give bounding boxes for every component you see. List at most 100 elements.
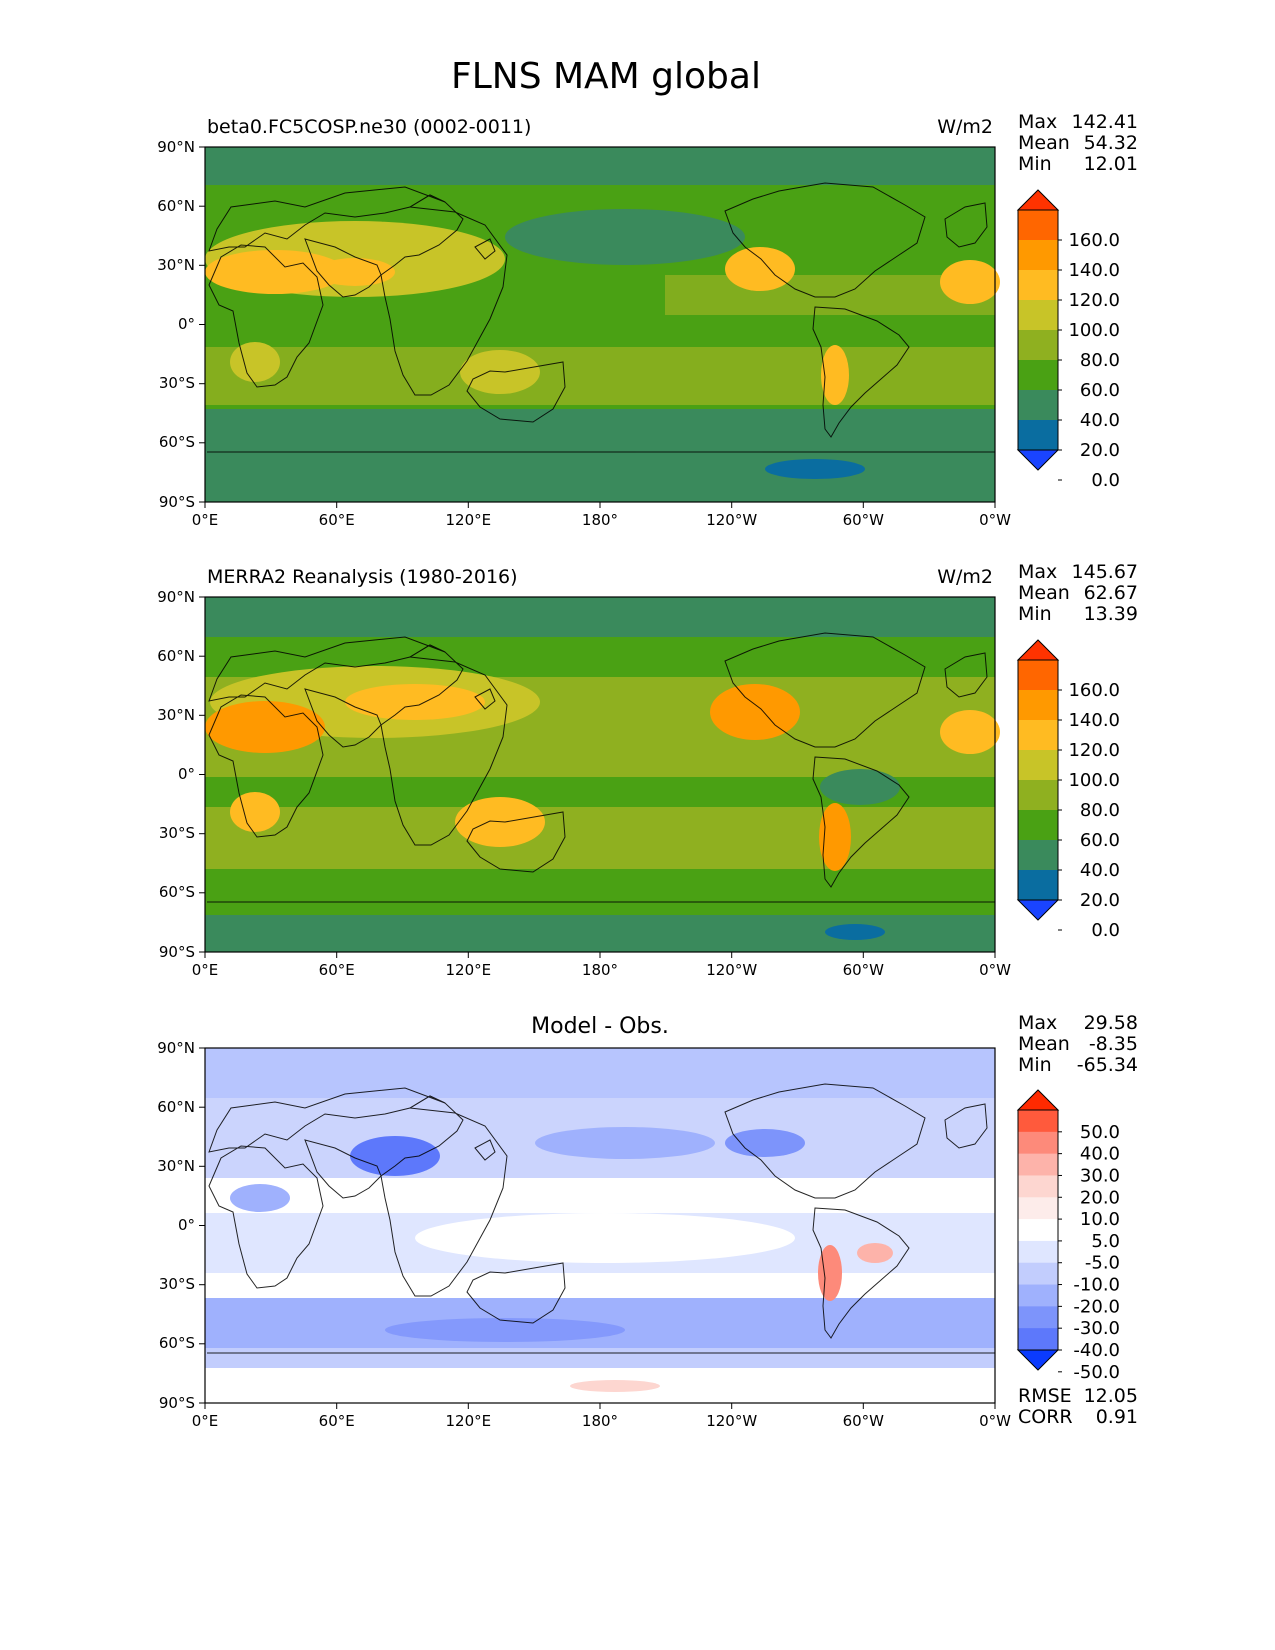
panel-test-title: beta0.FC5COSP.ne30 (0002-0011): [207, 116, 531, 138]
colorbar-label: 140.0: [1068, 710, 1120, 731]
map-ref-southern-africa-high: [230, 792, 280, 832]
colorbar-label: 80.0: [1080, 800, 1120, 821]
stat-value: -65.34: [1077, 1054, 1138, 1076]
colorbar-ref: 160.0 140.0 120.0 100.0 80.0 60.0 40.0 20.0 0.0: [1016, 639, 1120, 941]
colorbar-label: 0.0: [1091, 920, 1120, 941]
colorbar-segment: [1018, 1110, 1058, 1133]
map-diff-antarctic-pos: [570, 1380, 660, 1392]
colorbar-test: 160.0 140.0 120.0 100.0 80.0 60.0 40.0 20.0 0.0: [1016, 189, 1120, 491]
lat-label: 30°N: [157, 256, 195, 274]
stat-value: 13.39: [1084, 603, 1138, 625]
lon-label: 120°W: [706, 1412, 757, 1430]
map-diff: [204, 1047, 996, 1404]
map-diff-antarctic-edge: [205, 1348, 995, 1368]
colorbar-segment: [1018, 840, 1058, 871]
lon-label: 180°: [582, 511, 618, 529]
stat-label: Min: [1018, 1054, 1052, 1076]
stat-label: Max: [1018, 1012, 1057, 1034]
stats-test: Max 142.41 Mean 54.32 Min 12.01: [1018, 111, 1138, 175]
map-diff-tibet-neg: [350, 1136, 440, 1176]
colorbar-segment: [1018, 1153, 1058, 1176]
lon-label: 0°E: [192, 1412, 219, 1430]
colorbar-label: 20.0: [1080, 1187, 1120, 1208]
colorbar-label: -40.0: [1073, 1340, 1120, 1361]
colorbar-label: 100.0: [1068, 320, 1120, 341]
stat-value: 62.67: [1084, 582, 1138, 604]
map-test-subtropic-south: [205, 347, 995, 405]
lat-label: 60°S: [159, 1334, 195, 1352]
lon-label: 120°E: [445, 1412, 491, 1430]
colorbar-segment: [1018, 1240, 1058, 1264]
stat-value: 29.58: [1084, 1012, 1138, 1034]
colorbar-bottom-extend: [1016, 899, 1060, 921]
lon-label: 0°E: [192, 511, 219, 529]
colorbar-segment: [1018, 240, 1058, 271]
map-diff-southern-ocean-neg: [385, 1318, 625, 1342]
lat-label: 90°N: [157, 1039, 195, 1057]
map-ref-antarctic-low: [825, 924, 885, 940]
stat-value: 145.67: [1072, 561, 1138, 583]
map-test-sahara-high: [205, 250, 345, 294]
colorbar-label: 30.0: [1080, 1165, 1120, 1186]
lon-label: 60°E: [319, 1412, 355, 1430]
colorbar-segment: [1018, 420, 1058, 451]
colorbar-label: -20.0: [1073, 1296, 1120, 1317]
map-test-arabia-high: [315, 258, 395, 286]
map-ref-na-high: [710, 684, 800, 740]
map-test-southern-ocean-band: [205, 409, 995, 502]
lon-label: 120°W: [706, 961, 757, 979]
lon-ticks-ref: 0°E 60°E 120°E 180° 120°W 60°W 0°W: [192, 952, 1011, 979]
panel-diff: Model - Obs. 90°N: [157, 1012, 1138, 1430]
panel-ref-title: MERRA2 Reanalysis (1980-2016): [207, 566, 518, 588]
lat-label: 90°S: [159, 1394, 195, 1412]
panel-test-units: W/m2: [937, 116, 993, 138]
colorbar-bottom-extend: [1016, 1349, 1060, 1371]
lon-label: 60°W: [843, 1412, 885, 1430]
colorbar-segment: [1018, 300, 1058, 331]
lat-label: 90°N: [157, 138, 195, 156]
colorbar-segment: [1018, 780, 1058, 811]
colorbar-segment: [1018, 390, 1058, 421]
map-diff-arctic-band: [205, 1048, 995, 1098]
stat-label: Max: [1018, 561, 1057, 583]
lon-ticks-test: 0°E 60°E 120°E 180° 120°W 60°W 0°W: [192, 502, 1011, 529]
colorbar-segment: [1018, 810, 1058, 841]
colorbar-segment: [1018, 1328, 1058, 1351]
colorbar-segment: [1018, 1262, 1058, 1286]
lat-label: 60°S: [159, 433, 195, 451]
map-ref-andes-high: [819, 803, 851, 871]
colorbar-segment: [1018, 1197, 1058, 1220]
lon-label: 60°W: [843, 961, 885, 979]
lat-label: 60°S: [159, 883, 195, 901]
colorbar-label: 160.0: [1068, 230, 1120, 251]
map-test-andes-high: [821, 345, 849, 405]
colorbar-label: -10.0: [1073, 1275, 1120, 1296]
colorbar-segment: [1018, 690, 1058, 721]
lat-label: 30°S: [159, 1275, 195, 1293]
lat-label: 30°S: [159, 374, 195, 392]
colorbar-label: 20.0: [1080, 890, 1120, 911]
map-test-arctic-band: [205, 147, 995, 185]
lat-label: 30°S: [159, 824, 195, 842]
lon-label: 60°W: [843, 511, 885, 529]
colorbar-segment: [1018, 1131, 1058, 1155]
lon-label: 0°W: [979, 961, 1011, 979]
stats-ref: Max 145.67 Mean 62.67 Min 13.39: [1018, 561, 1138, 625]
lat-label: 0°: [178, 1216, 195, 1234]
colorbar-segment: [1018, 750, 1058, 781]
panel-ref-units: W/m2: [937, 566, 993, 588]
map-diff-pacific-neg: [535, 1127, 715, 1159]
colorbar-diff: 50.040.030.020.010.05.0-5.0-10.0-20.0-30…: [1016, 1089, 1120, 1383]
colorbar-label: -30.0: [1073, 1318, 1120, 1339]
colorbar-label: 100.0: [1068, 770, 1120, 791]
colorbar-top-extend: [1016, 639, 1060, 661]
colorbar-segment: [1018, 1306, 1058, 1329]
lat-label: 30°N: [157, 706, 195, 724]
map-test-north-pacific-low: [505, 209, 745, 265]
map-test-na-high: [725, 247, 795, 291]
map-ref-atlantic-east-high: [940, 710, 1000, 754]
map-ref-amazon-low: [820, 769, 900, 805]
stat-value: -8.35: [1089, 1033, 1138, 1055]
colorbar-label: -50.0: [1073, 1362, 1120, 1383]
map-test-antarctic-low: [765, 459, 865, 479]
